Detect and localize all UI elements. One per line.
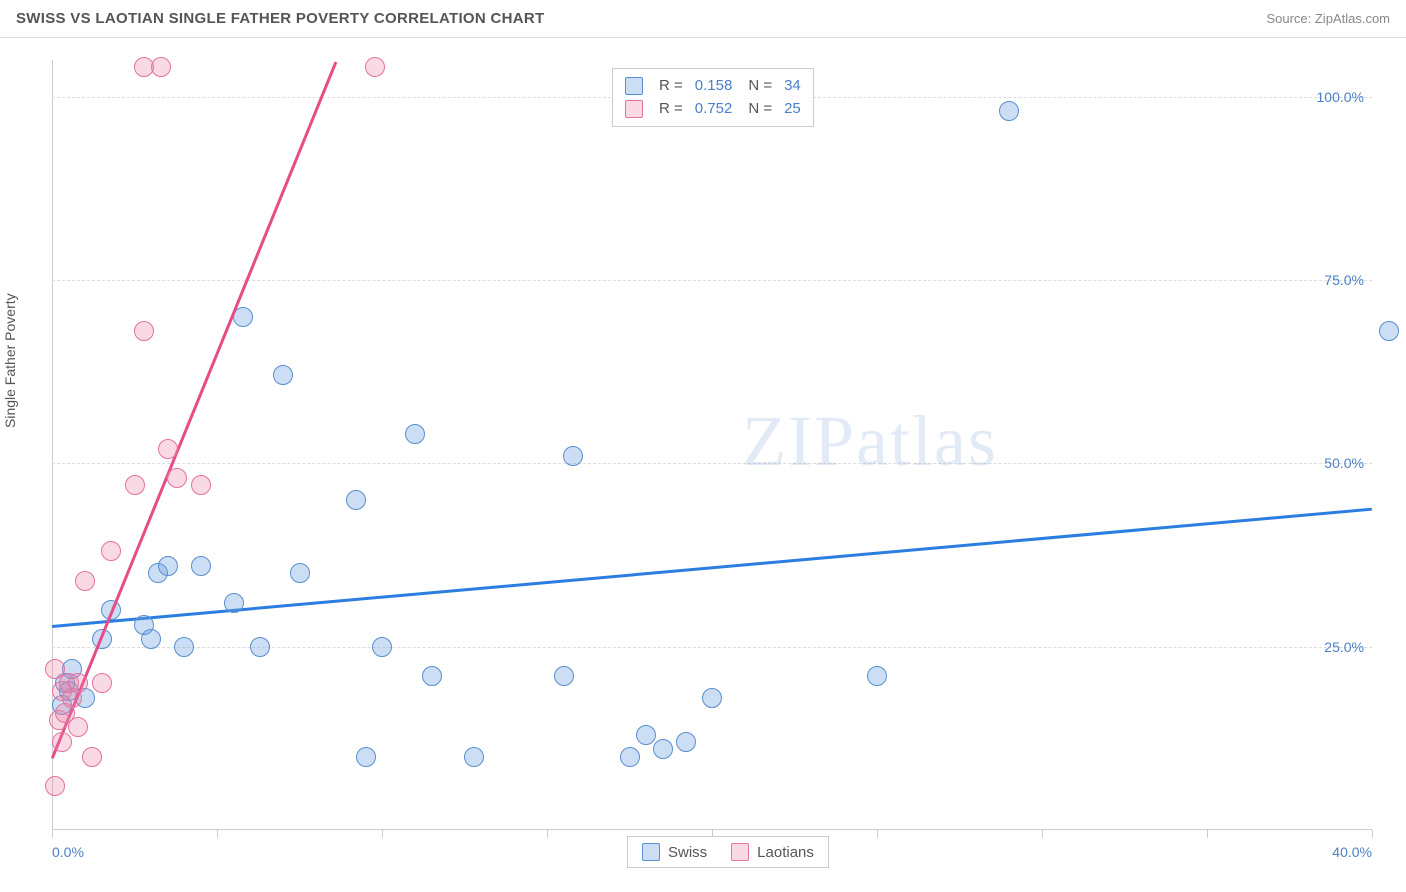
data-point-swiss: [422, 666, 442, 686]
y-tick-label: 25.0%: [1324, 639, 1364, 655]
data-point-swiss: [372, 637, 392, 657]
r-value: 0.158: [695, 75, 733, 98]
data-point-laotians: [365, 57, 385, 77]
x-tick: [877, 830, 878, 838]
r-value: 0.752: [695, 98, 733, 121]
data-point-swiss: [158, 556, 178, 576]
data-point-swiss: [653, 739, 673, 759]
watermark: ZIPatlas: [742, 400, 998, 483]
data-point-swiss: [554, 666, 574, 686]
r-label: R =: [659, 98, 683, 121]
data-point-swiss: [702, 688, 722, 708]
legend-correlation: R = 0.158 N = 34 R = 0.752 N = 25: [612, 68, 814, 127]
data-point-laotians: [45, 776, 65, 796]
n-value: 25: [784, 98, 801, 121]
data-point-laotians: [52, 732, 72, 752]
legend-swatch: [642, 843, 660, 861]
legend-swatch: [625, 77, 643, 95]
data-point-laotians: [82, 747, 102, 767]
legend-series: Swiss Laotians: [627, 836, 829, 868]
data-point-swiss: [999, 101, 1019, 121]
data-point-swiss: [356, 747, 376, 767]
title-bar: SWISS VS LAOTIAN SINGLE FATHER POVERTY C…: [0, 0, 1406, 38]
trend-line-swiss: [52, 507, 1372, 627]
data-point-laotians: [167, 468, 187, 488]
data-point-swiss: [563, 446, 583, 466]
n-label: N =: [748, 75, 772, 98]
x-tick: [1372, 830, 1373, 838]
y-axis-label: Single Father Poverty: [2, 293, 18, 428]
x-tick-label: 0.0%: [52, 844, 84, 860]
data-point-laotians: [134, 321, 154, 341]
data-point-swiss: [1379, 321, 1399, 341]
data-point-swiss: [290, 563, 310, 583]
y-gridline: [52, 280, 1372, 281]
data-point-laotians: [101, 541, 121, 561]
data-point-laotians: [68, 673, 88, 693]
legend-item: Laotians: [731, 843, 814, 861]
data-point-swiss: [346, 490, 366, 510]
y-tick-label: 50.0%: [1324, 455, 1364, 471]
n-value: 34: [784, 75, 801, 98]
y-tick-label: 75.0%: [1324, 272, 1364, 288]
y-gridline: [52, 463, 1372, 464]
legend-label: Laotians: [757, 844, 814, 861]
x-tick: [1207, 830, 1208, 838]
trend-line-laotians: [51, 61, 337, 759]
plot-area: 25.0%50.0%75.0%100.0%0.0%40.0%ZIPatlasR …: [52, 60, 1372, 830]
legend-label: Swiss: [668, 844, 707, 861]
data-point-swiss: [233, 307, 253, 327]
legend-row: R = 0.158 N = 34: [625, 75, 801, 98]
y-tick-label: 100.0%: [1317, 89, 1364, 105]
chart-title: SWISS VS LAOTIAN SINGLE FATHER POVERTY C…: [16, 10, 545, 27]
data-point-swiss: [191, 556, 211, 576]
data-point-swiss: [141, 629, 161, 649]
r-label: R =: [659, 75, 683, 98]
source-label: Source: ZipAtlas.com: [1266, 11, 1390, 26]
x-tick: [382, 830, 383, 838]
data-point-swiss: [224, 593, 244, 613]
x-tick: [52, 830, 53, 838]
data-point-laotians: [191, 475, 211, 495]
x-tick: [547, 830, 548, 838]
x-tick: [1042, 830, 1043, 838]
x-tick-label: 40.0%: [1332, 844, 1372, 860]
data-point-laotians: [151, 57, 171, 77]
data-point-swiss: [250, 637, 270, 657]
data-point-laotians: [68, 717, 88, 737]
data-point-swiss: [464, 747, 484, 767]
data-point-swiss: [273, 365, 293, 385]
legend-swatch: [731, 843, 749, 861]
x-tick: [217, 830, 218, 838]
data-point-swiss: [174, 637, 194, 657]
legend-item: Swiss: [642, 843, 707, 861]
data-point-swiss: [405, 424, 425, 444]
data-point-laotians: [125, 475, 145, 495]
legend-row: R = 0.752 N = 25: [625, 98, 801, 121]
data-point-laotians: [75, 571, 95, 591]
n-label: N =: [748, 98, 772, 121]
data-point-laotians: [92, 673, 112, 693]
data-point-laotians: [158, 439, 178, 459]
data-point-swiss: [636, 725, 656, 745]
legend-swatch: [625, 100, 643, 118]
data-point-swiss: [620, 747, 640, 767]
data-point-swiss: [676, 732, 696, 752]
data-point-swiss: [867, 666, 887, 686]
